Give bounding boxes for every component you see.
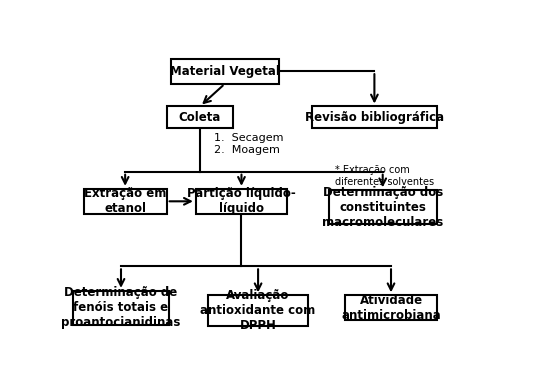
Text: Revisão bibliográfica: Revisão bibliográfica — [305, 111, 444, 124]
Text: Avaliação
antioxidante com
DPPH: Avaliação antioxidante com DPPH — [200, 289, 316, 332]
FancyBboxPatch shape — [345, 295, 437, 320]
FancyBboxPatch shape — [208, 295, 308, 326]
FancyBboxPatch shape — [171, 59, 279, 84]
Text: Atividade
antimicrobiana: Atividade antimicrobiana — [341, 294, 441, 322]
Text: Coleta: Coleta — [178, 111, 221, 124]
Text: 1.  Secagem
2.  Moagem: 1. Secagem 2. Moagem — [214, 133, 284, 155]
FancyBboxPatch shape — [312, 106, 437, 128]
Text: Material Vegetal: Material Vegetal — [170, 65, 280, 78]
FancyBboxPatch shape — [84, 189, 167, 214]
FancyBboxPatch shape — [329, 190, 437, 224]
FancyBboxPatch shape — [196, 189, 287, 214]
Text: Determinação de
fenóis totais e
proantocianidinas: Determinação de fenóis totais e proantoc… — [61, 286, 181, 329]
FancyBboxPatch shape — [167, 106, 233, 128]
Text: * Extração com
diferentes solventes: * Extração com diferentes solventes — [335, 165, 434, 187]
Text: Determinação dos
constituintes
macromoleculares: Determinação dos constituintes macromole… — [322, 186, 443, 229]
Text: Extração em
etanol: Extração em etanol — [84, 187, 166, 215]
FancyBboxPatch shape — [73, 291, 169, 325]
Text: Partição líquido-
líquido: Partição líquido- líquido — [187, 187, 296, 215]
